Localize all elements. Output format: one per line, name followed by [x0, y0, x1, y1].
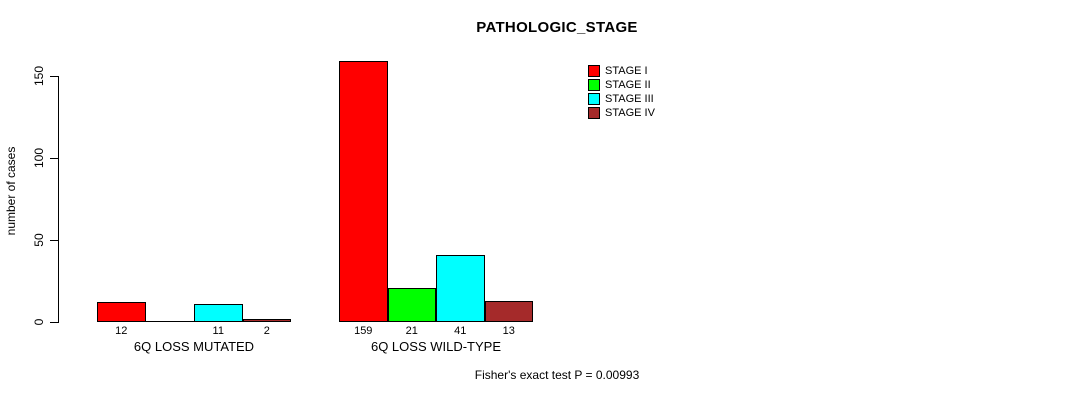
bar-value-label: 41	[454, 325, 467, 337]
bar-value-label: 159	[354, 325, 373, 337]
x-axis-category-label: 6Q LOSS WILD-TYPE	[370, 339, 502, 354]
chart-title: PATHOLOGIC_STAGE	[476, 19, 638, 36]
y-axis-tick-label: 150	[32, 65, 46, 87]
bar-stage-iii-6q-loss-mutated	[194, 303, 243, 322]
y-axis-tick-label: 100	[32, 147, 46, 169]
footnote: Fisher's exact test P = 0.00993	[474, 368, 640, 382]
legend-label: STAGE II	[605, 79, 651, 91]
bar-value-label: 21	[405, 325, 418, 337]
y-axis-tick-label: 50	[32, 233, 46, 247]
legend-swatch-stage-ii	[588, 79, 600, 91]
y-axis-tick	[50, 322, 58, 323]
bar-value-label: 11	[212, 325, 224, 337]
legend-item-stage-iv: STAGE IV	[588, 107, 655, 119]
legend-item-stage-iii: STAGE III	[588, 93, 654, 105]
bar-value-label: 12	[115, 325, 128, 337]
y-axis-line	[58, 76, 59, 323]
y-axis-title: number of cases	[4, 146, 18, 236]
bar-stage-iv-6q-loss-wild-type	[484, 300, 533, 322]
y-axis-tick	[50, 158, 58, 159]
y-axis-tick	[50, 240, 58, 241]
legend-swatch-stage-iv	[588, 107, 600, 119]
legend-swatch-stage-iii	[588, 93, 600, 105]
bar-stage-iii-6q-loss-wild-type	[436, 254, 485, 322]
legend-swatch-stage-i	[588, 65, 600, 77]
y-axis-tick-label: 0	[32, 318, 46, 326]
bar-stage-ii-6q-loss-wild-type	[387, 287, 436, 322]
x-axis-category-label: 6Q LOSS MUTATED	[133, 339, 255, 354]
bar-stage-i-6q-loss-mutated	[97, 302, 146, 322]
bar-stage-i-6q-loss-wild-type	[339, 61, 388, 322]
y-axis-tick	[50, 76, 58, 77]
legend-label: STAGE III	[605, 93, 654, 105]
legend-item-stage-i: STAGE I	[588, 65, 648, 77]
bar-value-label: 13	[502, 325, 515, 337]
legend-label: STAGE IV	[605, 107, 655, 119]
bar-value-label: 2	[263, 325, 270, 337]
bar-stage-ii-6q-loss-mutated	[145, 321, 194, 322]
bar-stage-iv-6q-loss-mutated	[242, 318, 291, 322]
legend-item-stage-ii: STAGE II	[588, 79, 651, 91]
legend-label: STAGE I	[605, 65, 648, 77]
